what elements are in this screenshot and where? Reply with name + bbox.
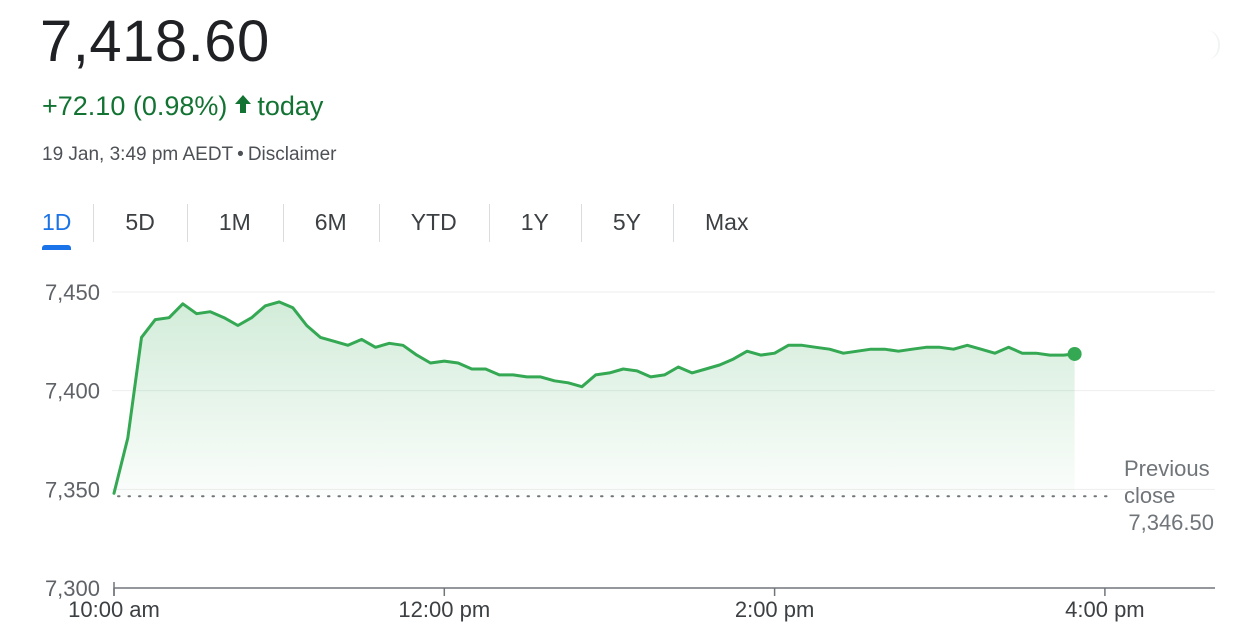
x-tick-label: 4:00 pm <box>1065 597 1145 622</box>
change-suffix: today <box>257 91 324 121</box>
current-price: 7,418.60 <box>40 9 270 74</box>
arrow-up-icon <box>233 88 253 124</box>
disclaimer-link[interactable]: Disclaimer <box>247 144 337 165</box>
x-tick-label: 10:00 am <box>68 597 160 622</box>
y-tick-label: 7,350 <box>45 477 100 502</box>
previous-close-label: Previous <box>1124 456 1210 481</box>
meta-separator: • <box>237 144 244 165</box>
tab-max[interactable]: Max <box>673 200 780 244</box>
tab-1d[interactable]: 1D <box>20 200 93 250</box>
series-last-point[interactable] <box>1067 346 1082 361</box>
price-change: +72.10 (0.98%) today <box>42 88 323 124</box>
tab-5y[interactable]: 5Y <box>580 200 673 244</box>
x-tick-label: 2:00 pm <box>735 597 815 622</box>
previous-close-label-2: close <box>1124 483 1175 508</box>
tab-1m[interactable]: 1M <box>186 200 283 244</box>
tab-ytd[interactable]: YTD <box>378 200 489 244</box>
series-area <box>114 301 1075 497</box>
series-line <box>112 300 1077 495</box>
y-tick-label: 7,300 <box>45 576 100 601</box>
y-tick-label: 7,450 <box>45 280 100 305</box>
timestamp: 19 Jan, 3:49 pm AEDT <box>42 144 234 165</box>
previous-close-value: 7,346.50 <box>1128 510 1214 535</box>
quote-meta: 19 Jan, 3:49 pm AEDT • Disclaimer <box>42 142 337 168</box>
range-tabs: 1D 5D 1M 6M YTD 1Y 5Y Max <box>20 200 780 250</box>
tab-1y[interactable]: 1Y <box>488 200 581 244</box>
change-value: +72.10 (0.98%) <box>42 91 228 121</box>
y-tick-label: 7,400 <box>45 379 100 404</box>
tab-6m[interactable]: 6M <box>282 200 379 244</box>
scroll-edge <box>1204 30 1220 60</box>
x-tick-label: 12:00 pm <box>398 597 490 622</box>
tab-5d[interactable]: 5D <box>93 200 186 244</box>
